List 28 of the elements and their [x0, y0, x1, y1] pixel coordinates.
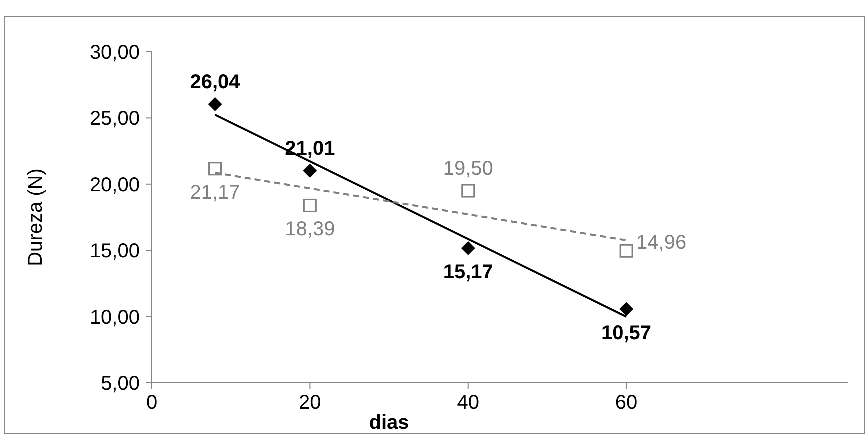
point [461, 241, 476, 256]
data-label: 21,17 [190, 182, 240, 204]
point [208, 162, 222, 176]
point [208, 97, 222, 112]
x-tick-label: 0 [146, 392, 158, 414]
x-tick-label: 20 [299, 392, 322, 414]
y-tick-label: 15,00 [90, 240, 140, 263]
x-axis-title: dias [369, 412, 410, 434]
x-tick-label: 60 [615, 392, 638, 414]
y-tick-label: 10,00 [90, 306, 140, 329]
data-label: 26,04 [190, 71, 242, 94]
point [462, 184, 476, 198]
point [303, 164, 318, 178]
y-tick-label: 25,00 [90, 108, 140, 130]
y-tick-label: 30,00 [90, 42, 140, 64]
point [303, 198, 317, 212]
y-tick-label: 5,00 [101, 373, 140, 395]
y-tick-label: 20,00 [90, 174, 140, 196]
data-label: 15,17 [443, 261, 494, 284]
data-label: 10,57 [602, 322, 652, 344]
data-label: 19,50 [443, 158, 494, 180]
point [620, 302, 634, 316]
data-label: 14,96 [636, 232, 687, 254]
data-label: 18,39 [285, 218, 336, 241]
data-label: 21,01 [285, 138, 336, 160]
x-tick-label: 40 [457, 392, 480, 414]
point [620, 244, 634, 258]
y-axis-title: Dureza (N) [25, 168, 47, 266]
